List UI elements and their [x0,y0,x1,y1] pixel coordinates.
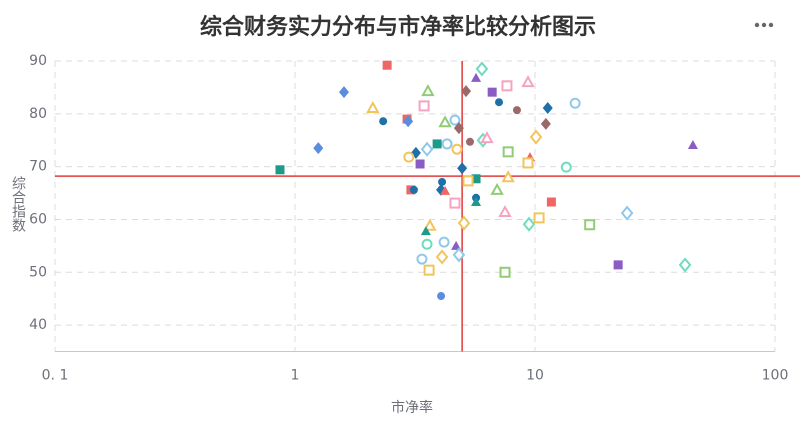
y-tick-label: 50 [29,264,47,280]
point [418,100,430,112]
point [521,75,535,88]
point [457,162,468,175]
point [584,219,596,231]
point [275,165,285,175]
point [529,129,543,145]
point [471,174,481,184]
x-tick-label: 100 [762,368,789,384]
point [423,264,435,276]
point [379,117,388,126]
point [533,212,545,224]
point [438,115,452,128]
point [465,137,474,146]
y-axis-label: 综合指数 [10,176,26,232]
point [490,182,504,195]
point [403,151,415,163]
x-tick-label: 1 [291,368,300,384]
point [620,205,634,221]
point [462,175,474,187]
point [501,170,515,183]
point [432,139,442,149]
point [438,236,450,248]
point [449,197,461,209]
point [441,138,453,150]
point [451,143,463,155]
point [540,117,551,130]
point [420,141,434,157]
chart-title: 综合财务实力分布与市净率比较分析图示 [200,14,596,40]
point [440,185,451,195]
point [416,253,428,265]
point [471,72,482,82]
point [461,85,472,98]
y-tick-label: 80 [29,106,47,122]
x-axis-label: 市净率 [391,399,433,416]
point [457,215,471,231]
point [415,159,425,169]
point [435,249,449,265]
y-tick-label: 40 [29,317,47,333]
y-tick-label: 70 [29,159,47,175]
point [560,161,572,173]
point [453,122,464,135]
point [471,197,482,207]
point [546,197,556,207]
x-tick-label: 10 [526,368,544,384]
point [403,115,414,128]
point [687,139,698,149]
point [451,240,462,250]
point [423,218,437,231]
point [498,205,512,218]
point [501,80,513,92]
point [409,185,418,194]
point [522,157,534,169]
point [475,61,489,77]
point [421,238,433,250]
point [522,216,536,232]
y-tick-label: 60 [29,211,47,227]
point [437,292,446,301]
point [366,100,380,114]
point [420,226,431,236]
point [452,247,466,263]
point [613,260,623,270]
point [502,146,514,158]
point [542,102,553,115]
point [487,87,497,97]
point [512,106,521,115]
point [678,257,692,273]
point [495,98,504,107]
point [480,131,494,144]
point [313,142,324,155]
y-tick-label: 90 [29,53,47,69]
point [499,266,511,278]
point [338,86,349,99]
point [382,60,392,70]
x-tick-label: 0. 1 [42,368,69,384]
point [438,177,447,186]
point [569,97,581,109]
menu-button[interactable] [754,22,774,28]
point [449,114,461,126]
point [421,84,435,97]
